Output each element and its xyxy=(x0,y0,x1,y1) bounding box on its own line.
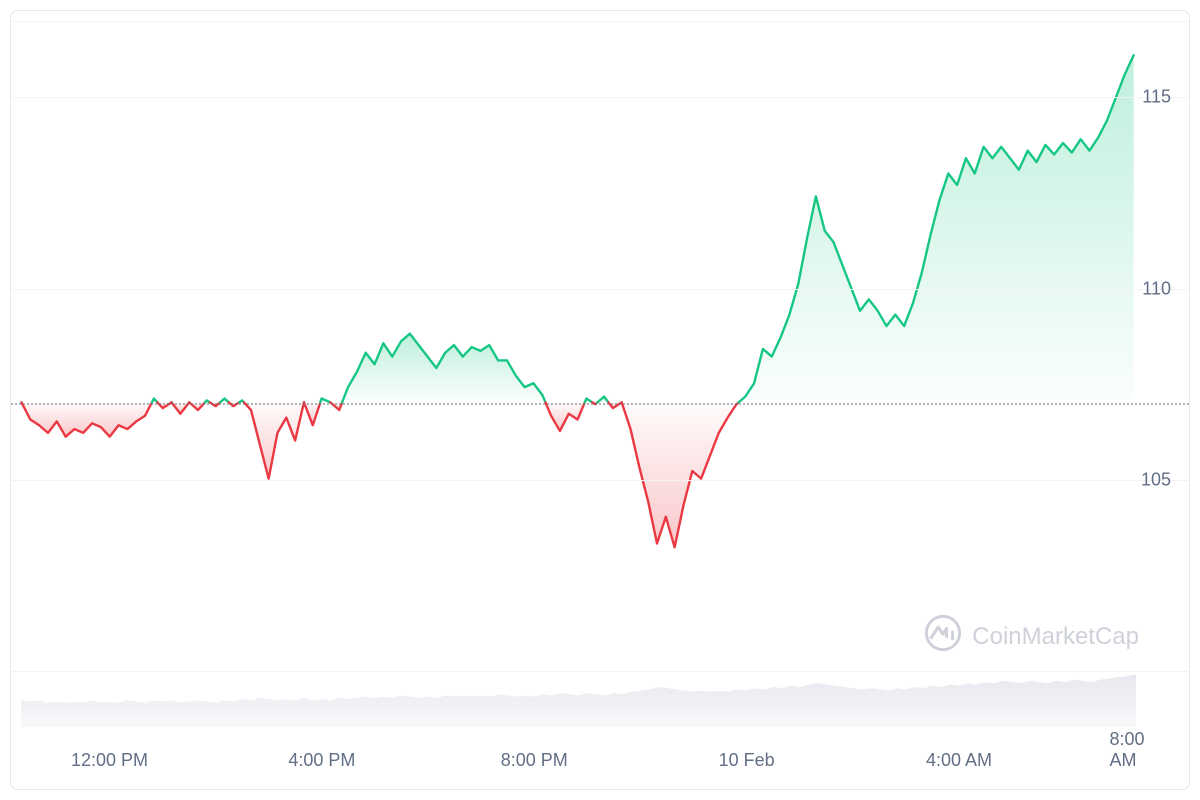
watermark: CoinMarketCap xyxy=(924,614,1139,659)
volume-area xyxy=(21,675,1136,727)
watermark-text: CoinMarketCap xyxy=(972,623,1139,651)
gridline xyxy=(11,21,1189,22)
x-axis-label: 4:00 PM xyxy=(288,750,355,771)
x-axis-label: 10 Feb xyxy=(719,750,775,771)
gridline xyxy=(11,289,1189,290)
area-below xyxy=(21,402,151,436)
volume-band xyxy=(11,669,1190,727)
gridline xyxy=(11,97,1189,98)
x-axis-label: 8:00 AM xyxy=(1110,729,1163,771)
y-axis-label: 115 xyxy=(1142,87,1171,108)
price-chart[interactable]: 105 110 115 12:00 PM 4:00 PM 8:00 PM 10 Feb 4:… xyxy=(10,10,1190,790)
baseline-dotted xyxy=(11,403,1189,405)
area-above xyxy=(739,55,1134,402)
y-axis-label: 110 xyxy=(1142,278,1171,299)
x-axis-label: 8:00 PM xyxy=(501,750,568,771)
y-axis-label: 105 xyxy=(1141,469,1171,490)
x-axis-label: 12:00 PM xyxy=(71,750,148,771)
area-above xyxy=(342,334,545,403)
gridline xyxy=(11,480,1189,481)
cmc-logo-icon xyxy=(924,614,962,659)
x-axis-label: 4:00 AM xyxy=(926,750,992,771)
